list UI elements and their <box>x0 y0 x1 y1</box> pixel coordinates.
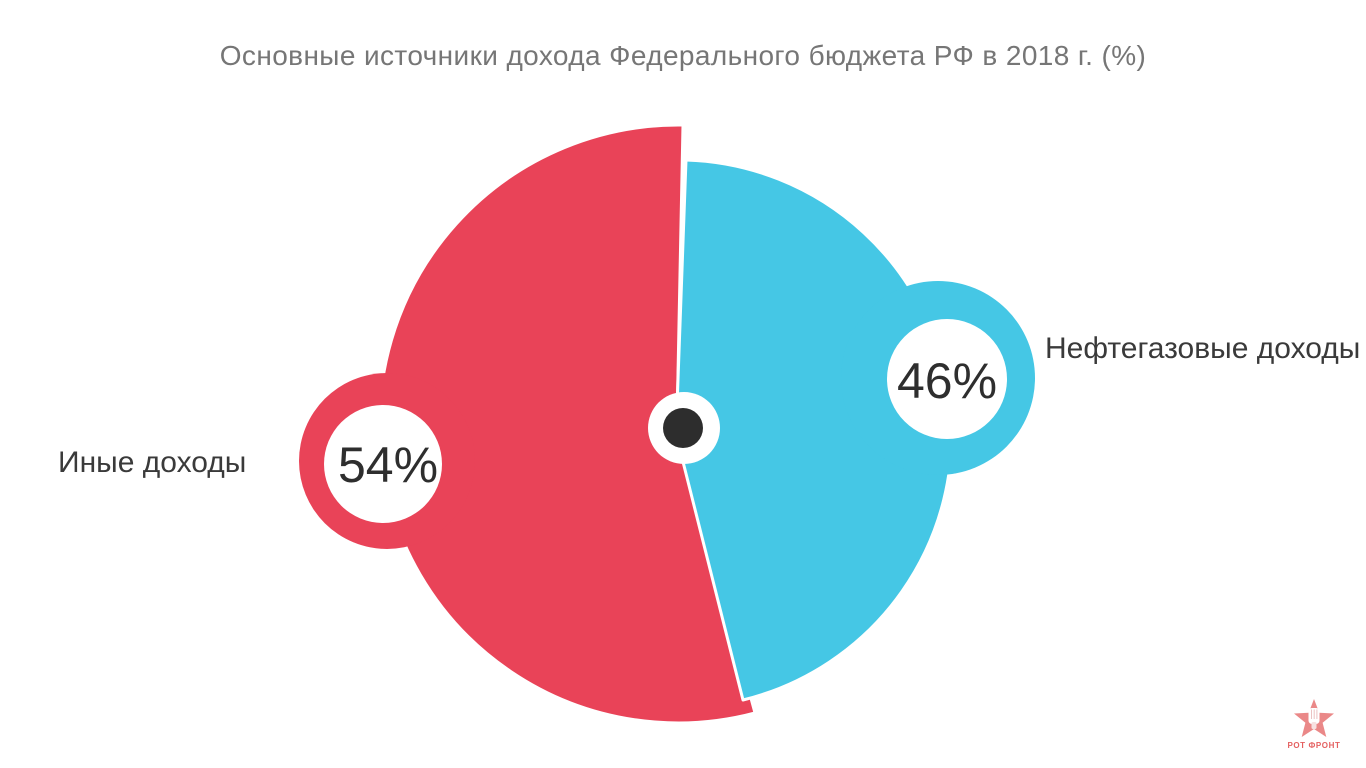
pie-center-dot <box>663 408 703 448</box>
slice-label-other-income: Иные доходы <box>58 446 247 479</box>
watermark-text: РОТ ФРОНТ <box>1288 741 1341 750</box>
fist-icon <box>1308 708 1320 729</box>
rot-front-watermark: РОТ ФРОНТ <box>1272 697 1356 760</box>
percent-label-oilgas-income: 46% <box>896 353 998 409</box>
bubble-inner-oilgas-income <box>887 319 1007 439</box>
rot-front-logo: РОТ ФРОНТ <box>1288 699 1341 750</box>
percent-label-other-income: 54% <box>337 437 439 493</box>
slice-label-oilgas-income: Нефтегазовые доходы <box>1045 332 1361 365</box>
bubble-inner-other-income <box>324 405 442 523</box>
chart-title: Основные источники дохода Федерального б… <box>219 40 1147 71</box>
